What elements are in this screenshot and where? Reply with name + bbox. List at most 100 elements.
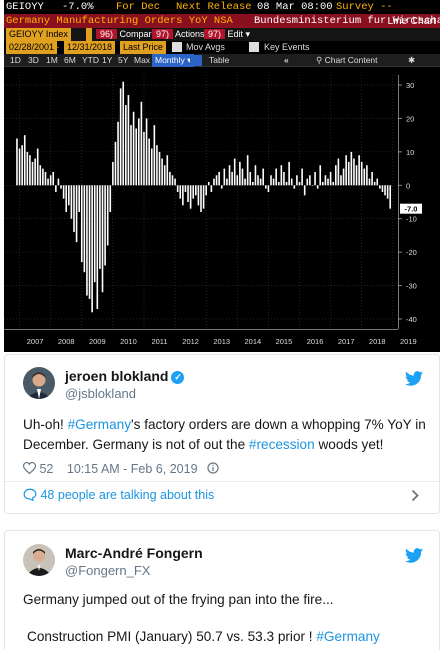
chart-bar <box>296 175 298 186</box>
author-name-text: jeroen blokland <box>65 368 169 384</box>
chart-bar <box>213 178 215 186</box>
chart-content-button[interactable]: ⚲ Chart Content <box>316 55 378 65</box>
chart-bar <box>228 165 231 186</box>
chart-bar <box>272 178 275 186</box>
chart-bar <box>83 185 86 273</box>
y-tick-label: 10 <box>406 148 414 157</box>
twitter-bird-icon[interactable] <box>405 371 423 386</box>
mov-avgs-label[interactable]: Mov Avgs <box>186 42 225 52</box>
chart-type-label[interactable]: Line Chart <box>387 15 436 27</box>
checkbox-key-events[interactable] <box>249 42 259 52</box>
period-3d[interactable]: 3D <box>28 55 39 65</box>
period-max[interactable]: Max <box>134 55 151 65</box>
hashtag-recession[interactable]: #recession <box>248 437 315 452</box>
chart-bar <box>210 185 213 192</box>
period-bar: 1D 3D 1M 6M YTD 1Y 5Y Max Monthly ▾ Tabl… <box>4 54 440 67</box>
chart-bar <box>130 125 132 186</box>
chart-bar <box>345 155 347 186</box>
chart-bar <box>368 178 371 186</box>
chevron-right-icon[interactable] <box>411 489 419 502</box>
hashtag-germany[interactable]: #Germany <box>67 417 132 432</box>
period-ytd[interactable]: YTD <box>82 55 99 65</box>
author-name[interactable]: Marc-André Fongern <box>65 545 203 561</box>
chart-bar <box>184 185 187 192</box>
chart-bar <box>376 178 379 186</box>
chart-bar <box>301 168 303 186</box>
chart-bar <box>29 155 31 186</box>
like-button[interactable]: 52 <box>22 461 53 476</box>
period-5y[interactable]: 5Y <box>118 55 129 65</box>
period-1m[interactable]: 1M <box>46 55 58 65</box>
chart-bar <box>314 171 316 186</box>
compare-button[interactable]: 96) Compare <box>96 28 157 41</box>
chart-bar <box>205 185 207 196</box>
chart-bar <box>31 161 34 186</box>
chart-bar <box>358 155 360 186</box>
security-header: GEIOYY -7.0% For Dec Next Release 08 Mar… <box>4 0 440 14</box>
talking-about-link[interactable]: 48 people are talking about this <box>23 488 214 502</box>
author-handle[interactable]: @Fongern_FX <box>65 563 151 578</box>
period-1d[interactable]: 1D <box>10 55 21 65</box>
chart-bar <box>257 175 259 186</box>
author-handle[interactable]: @jsblokland <box>65 386 137 401</box>
chart-bar <box>197 185 200 206</box>
chart-bar <box>49 175 52 186</box>
chart-content-label: Chart Content <box>324 55 378 65</box>
checkbox-mov-avgs[interactable] <box>172 42 182 52</box>
y-tick-label: -20 <box>406 248 417 257</box>
collapse-icon[interactable]: « <box>284 55 289 65</box>
x-tick-label: 2016 <box>307 337 324 346</box>
index-field[interactable]: GEIOYY Index <box>6 28 71 41</box>
date-to[interactable]: 12/31/2018 <box>64 41 116 54</box>
y-tick-label: 0 <box>406 181 410 190</box>
survey: Survey -- <box>336 1 393 13</box>
chart-bar <box>161 158 163 186</box>
chart-bar <box>70 185 73 219</box>
x-tick-label: 2011 <box>151 337 167 346</box>
tweet-card: jeroen blokland ✓ @jsblokland Uh-oh! #Ger… <box>4 354 440 514</box>
chart-bar <box>62 185 65 199</box>
x-tick-label: 2012 <box>182 337 199 346</box>
period-1y[interactable]: 1Y <box>102 55 113 65</box>
avatar[interactable] <box>23 544 55 576</box>
chart-bar <box>381 185 384 192</box>
info-icon[interactable] <box>207 462 219 474</box>
chart-bar <box>267 185 270 192</box>
tweet-timestamp[interactable]: 10:15 AM - Feb 6, 2019 <box>66 462 198 476</box>
edit-button[interactable]: 97) Edit ▾ <box>204 28 250 41</box>
hashtag-germany[interactable]: #Germany <box>316 629 380 644</box>
table-button[interactable]: Table <box>209 55 230 65</box>
chart-bar <box>236 175 239 186</box>
chart-bar <box>60 185 62 189</box>
chart-bar <box>132 111 135 186</box>
date-from[interactable]: 02/28/2001 <box>6 41 58 54</box>
chart-bar <box>200 185 202 213</box>
chart-bar <box>104 185 106 266</box>
chart-bar <box>163 165 166 186</box>
actions-button[interactable]: 97) Actions ▾ <box>152 28 212 41</box>
author-name[interactable]: jeroen blokland ✓ <box>65 368 185 384</box>
chart-bar <box>187 185 189 202</box>
period-6m[interactable]: 6M <box>64 55 76 65</box>
chart-bar <box>52 171 55 186</box>
chart-type-icon[interactable] <box>190 55 202 66</box>
twitter-bird-icon[interactable] <box>405 548 423 563</box>
key-events-label[interactable]: Key Events <box>264 42 310 52</box>
period: For Dec <box>116 1 161 13</box>
heart-icon <box>22 461 37 475</box>
last-price-field[interactable]: Last Price <box>120 41 167 54</box>
gear-icon[interactable]: ✱ <box>408 55 416 65</box>
frequency-select[interactable]: Monthly ▾ <box>152 54 195 67</box>
tweet-text: Uh-oh! #Germany's factory orders are dow… <box>23 415 433 455</box>
chart-bar <box>47 178 49 186</box>
chart-bar <box>137 118 140 186</box>
x-tick-label: 2010 <box>120 337 137 346</box>
chart-bar <box>78 185 80 213</box>
chart-bar <box>371 171 373 186</box>
x-tick-label: 2013 <box>213 337 230 346</box>
ticker: GEIOYY <box>6 1 44 13</box>
chart-bar <box>65 185 68 213</box>
avatar[interactable] <box>23 367 55 399</box>
verified-badge-icon: ✓ <box>171 371 185 384</box>
index-dropdown-icon[interactable] <box>86 28 92 41</box>
